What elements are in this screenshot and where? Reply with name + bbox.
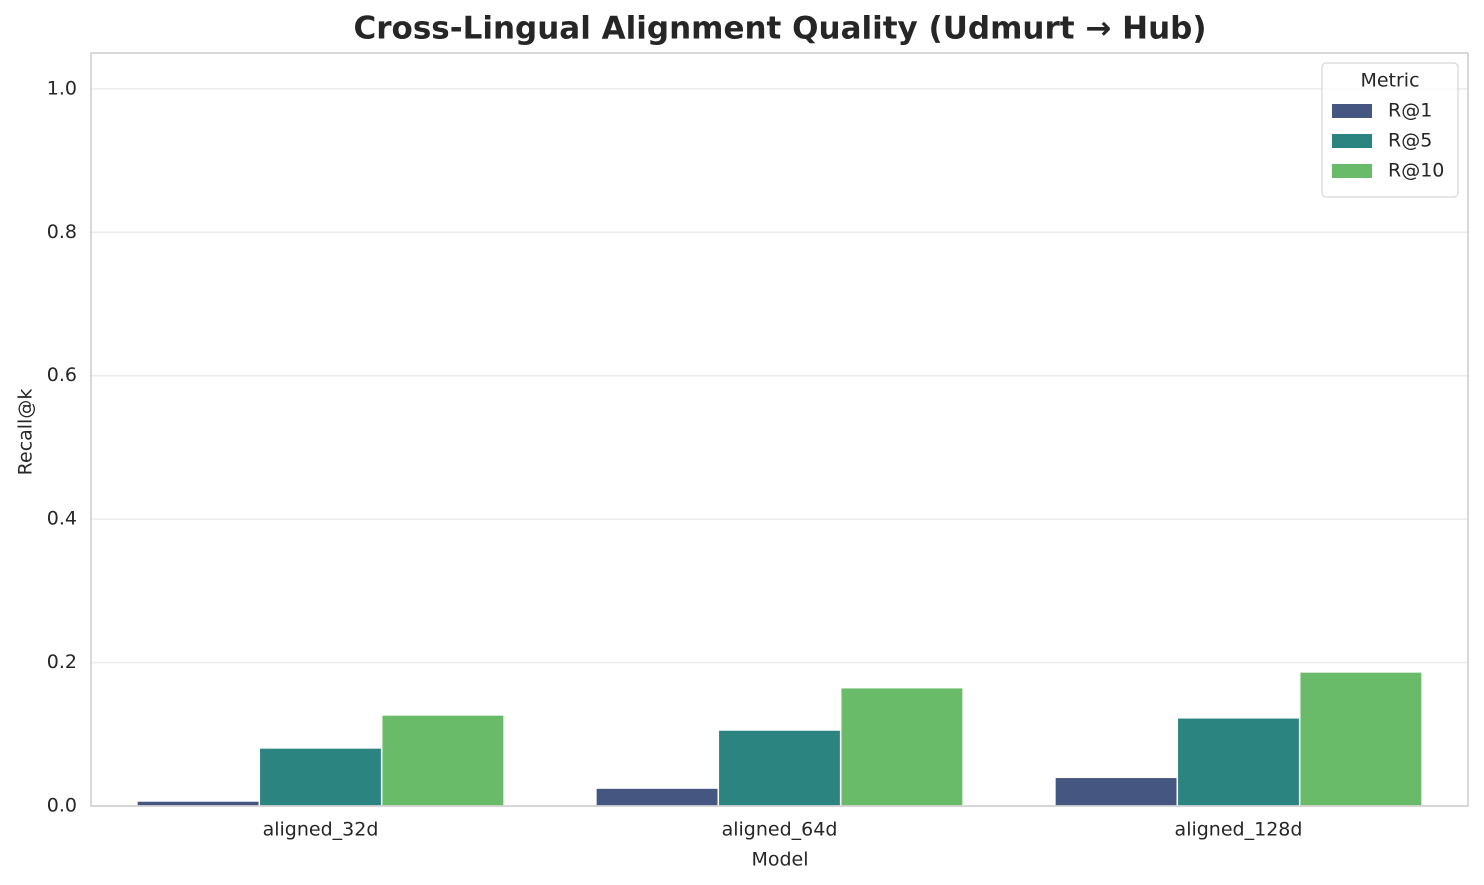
x-axis-label: Model — [751, 849, 808, 871]
legend-swatch — [1332, 134, 1372, 148]
bar — [1054, 776, 1179, 807]
x-tick-label: aligned_32d — [263, 819, 379, 841]
bar — [136, 800, 261, 807]
y-tick-label: 0.2 — [47, 651, 77, 673]
chart-title: Cross-Lingual Alignment Quality (Udmurt … — [353, 11, 1206, 47]
y-axis-label: Recall@k — [15, 389, 37, 476]
x-tick-label: aligned_64d — [722, 819, 838, 841]
bar — [717, 729, 842, 807]
legend-swatch — [1332, 164, 1372, 178]
legend-box — [1321, 62, 1459, 198]
bar — [1298, 671, 1423, 807]
bar — [258, 747, 383, 807]
y-tick-label: 1.0 — [47, 77, 77, 99]
bar — [1176, 717, 1301, 807]
bar — [595, 787, 720, 807]
bar — [839, 686, 964, 807]
y-tick-label: 0.6 — [47, 364, 77, 386]
x-tick-label: aligned_128d — [1175, 819, 1303, 841]
legend-swatch — [1332, 104, 1372, 118]
legend-label: R@10 — [1388, 160, 1444, 182]
bar — [380, 714, 505, 807]
y-tick-label: 0.0 — [47, 795, 77, 817]
legend-title: Metric — [1360, 70, 1419, 92]
y-tick-label: 0.8 — [47, 221, 77, 243]
plot-frame — [90, 52, 1469, 807]
legend-label: R@5 — [1388, 130, 1432, 152]
legend-label: R@1 — [1388, 100, 1432, 122]
y-tick-label: 0.4 — [47, 508, 77, 530]
